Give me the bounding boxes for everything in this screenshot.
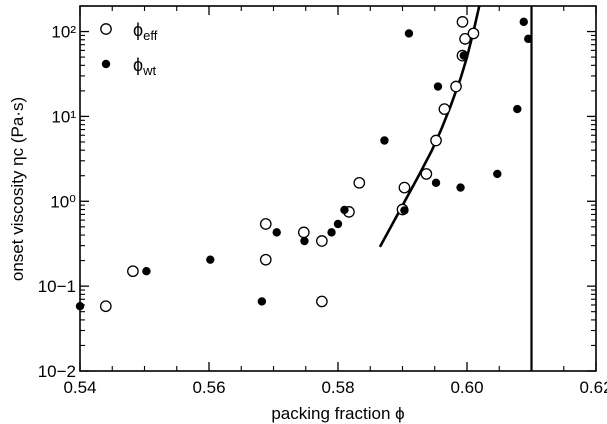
y-tick-label: 10¹ <box>51 107 76 126</box>
point-phi-eff <box>438 103 451 115</box>
point-phi-wt <box>300 236 309 246</box>
point-phi-eff <box>467 27 480 40</box>
x-tick-label: 0.62 <box>579 378 607 397</box>
y-axis-title: onset viscosity ηc (Pa·s) <box>8 97 27 281</box>
y-tick-label: 10−2 <box>38 362 76 381</box>
x-tick-label: 0.56 <box>192 378 225 397</box>
point-phi-eff <box>430 134 442 147</box>
x-tick-label: 0.60 <box>450 378 483 397</box>
point-phi-wt <box>380 136 389 145</box>
y-tick-label: 10⁰ <box>50 192 76 211</box>
point-phi-eff <box>316 295 328 308</box>
point-phi-wt <box>404 29 414 38</box>
point-phi-wt <box>431 178 441 188</box>
legend-label: ϕeff <box>133 20 158 43</box>
point-phi-wt <box>257 297 267 306</box>
point-phi-wt <box>493 169 502 179</box>
point-phi-wt <box>519 17 528 27</box>
point-phi-wt <box>400 206 409 215</box>
point-phi-eff <box>99 300 112 313</box>
tick-labels: 0.54 0.56 0.58 0.60 0.62 10−2 10−1 10⁰ 10¹ 10² <box>38 23 607 397</box>
legend-marker-open <box>100 23 112 35</box>
legend-marker-filled <box>101 59 111 69</box>
point-phi-wt <box>142 266 151 276</box>
point-phi-wt <box>206 255 215 264</box>
point-phi-eff <box>297 226 310 239</box>
x-tick-label: 0.58 <box>321 378 354 397</box>
point-phi-eff <box>398 181 411 194</box>
x-axis-title: packing fraction ϕ <box>271 404 404 423</box>
point-phi-wt <box>327 228 336 237</box>
point-phi-wt <box>340 205 349 215</box>
point-phi-wt <box>456 183 465 192</box>
point-phi-eff <box>127 265 139 278</box>
point-phi-wt <box>333 219 343 229</box>
axis-ticks <box>79 5 597 372</box>
legend-label: ϕwt <box>133 55 156 78</box>
point-phi-eff <box>456 16 469 28</box>
y-tick-label: 10² <box>51 23 76 42</box>
plot-frame <box>79 5 597 372</box>
point-phi-eff <box>259 253 272 266</box>
point-phi-eff <box>353 176 366 189</box>
point-phi-wt <box>272 228 281 237</box>
point-phi-wt <box>75 302 85 311</box>
plot-area <box>79 5 597 372</box>
data-points <box>75 16 533 313</box>
point-phi-wt <box>524 34 533 44</box>
y-tick-label: 10−1 <box>38 277 76 296</box>
point-phi-eff <box>259 218 272 230</box>
point-phi-wt <box>459 51 468 60</box>
point-phi-wt <box>513 104 522 114</box>
point-phi-eff <box>450 80 462 93</box>
point-phi-eff <box>459 33 471 45</box>
x-tick-label: 0.54 <box>63 378 96 397</box>
point-phi-wt <box>433 82 443 91</box>
point-phi-eff <box>420 168 433 180</box>
point-phi-eff <box>316 235 328 247</box>
legend: ϕeff ϕwt <box>100 20 158 78</box>
